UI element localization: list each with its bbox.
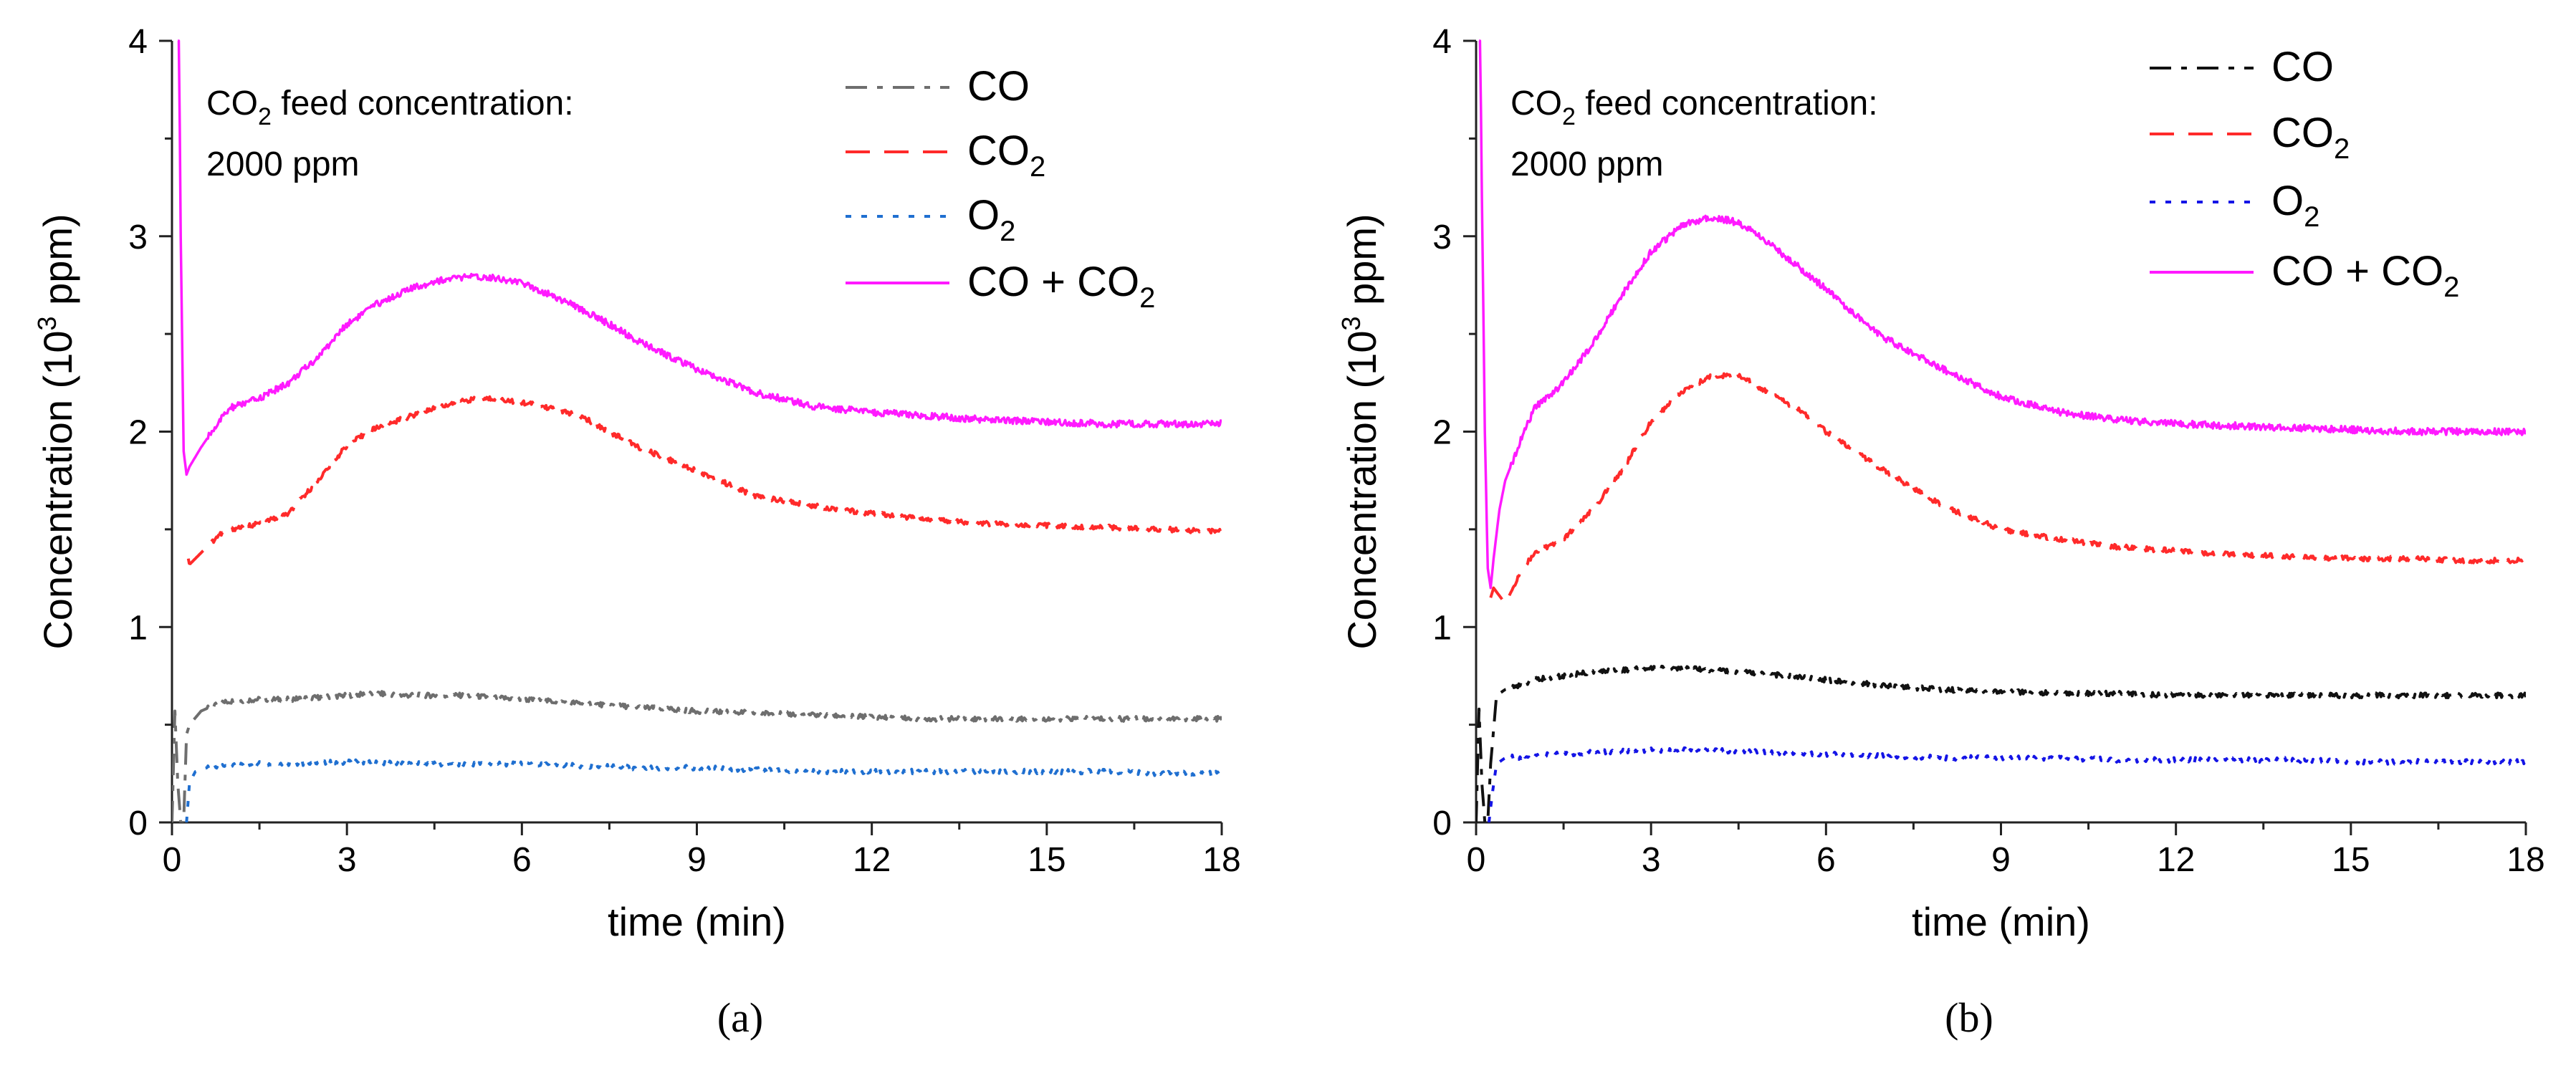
feed-annotation-line1: CO2 feed concentration: — [206, 85, 574, 130]
series-line-co-co2 — [177, 39, 1222, 476]
legend-label: CO2 — [2271, 110, 2350, 165]
x-tick-label: 3 — [337, 841, 357, 879]
feed-annotation-line2: 2000 ppm — [1510, 145, 1664, 183]
x-tick-label: 9 — [1991, 841, 2011, 879]
x-tick-label: 12 — [853, 841, 891, 879]
x-tick-label: 18 — [1202, 841, 1240, 879]
series-line-co — [1476, 664, 2526, 822]
series-line-co-co2 — [1478, 39, 2526, 590]
panel-caption: (a) — [717, 994, 763, 1041]
x-tick-label: 18 — [2506, 841, 2544, 879]
panel-caption: (b) — [1945, 994, 1993, 1041]
legend-label: CO2 — [967, 128, 1045, 183]
feed-annotation-line2: 2000 ppm — [206, 145, 360, 183]
x-tick-label: 15 — [1028, 841, 1066, 879]
series-line-o2 — [185, 758, 1222, 822]
x-axis-title: time (min) — [1912, 899, 2090, 944]
y-tick-label: 1 — [1432, 609, 1452, 647]
series-line-co — [172, 690, 1222, 822]
y-tick-label: 2 — [1432, 414, 1452, 452]
x-tick-label: 0 — [163, 841, 182, 879]
legend-label: CO + CO2 — [967, 259, 1155, 314]
y-tick-label: 4 — [128, 23, 148, 61]
x-tick-label: 9 — [687, 841, 707, 879]
y-tick-label: 2 — [128, 414, 148, 452]
legend-label: CO + CO2 — [2271, 248, 2459, 303]
feed-annotation-line1: CO2 feed concentration: — [1510, 85, 1878, 130]
y-tick-label: 0 — [128, 805, 148, 842]
x-tick-label: 6 — [1816, 841, 1836, 879]
x-tick-label: 3 — [1642, 841, 1661, 879]
y-tick-label: 0 — [1432, 805, 1452, 842]
y-tick-label: 3 — [128, 218, 148, 256]
x-tick-label: 15 — [2332, 841, 2370, 879]
x-tick-label: 6 — [512, 841, 532, 879]
y-axis-title: Concentration (103 ppm) — [1336, 213, 1384, 649]
series-line-o2 — [1487, 746, 2526, 822]
series-line-co2 — [1489, 372, 2526, 605]
legend-label: CO — [2271, 44, 2334, 90]
y-axis-title: Concentration (103 ppm) — [32, 213, 80, 649]
legend-label: O2 — [967, 192, 1015, 247]
legend-label: O2 — [2271, 178, 2319, 233]
y-tick-label: 3 — [1432, 218, 1452, 256]
x-tick-label: 12 — [2157, 841, 2195, 879]
y-tick-label: 4 — [1432, 23, 1452, 61]
y-tick-label: 1 — [128, 609, 148, 647]
x-tick-label: 0 — [1467, 841, 1486, 879]
series-line-co2 — [186, 395, 1222, 565]
x-axis-title: time (min) — [608, 899, 786, 944]
legend-label: CO — [967, 63, 1030, 110]
